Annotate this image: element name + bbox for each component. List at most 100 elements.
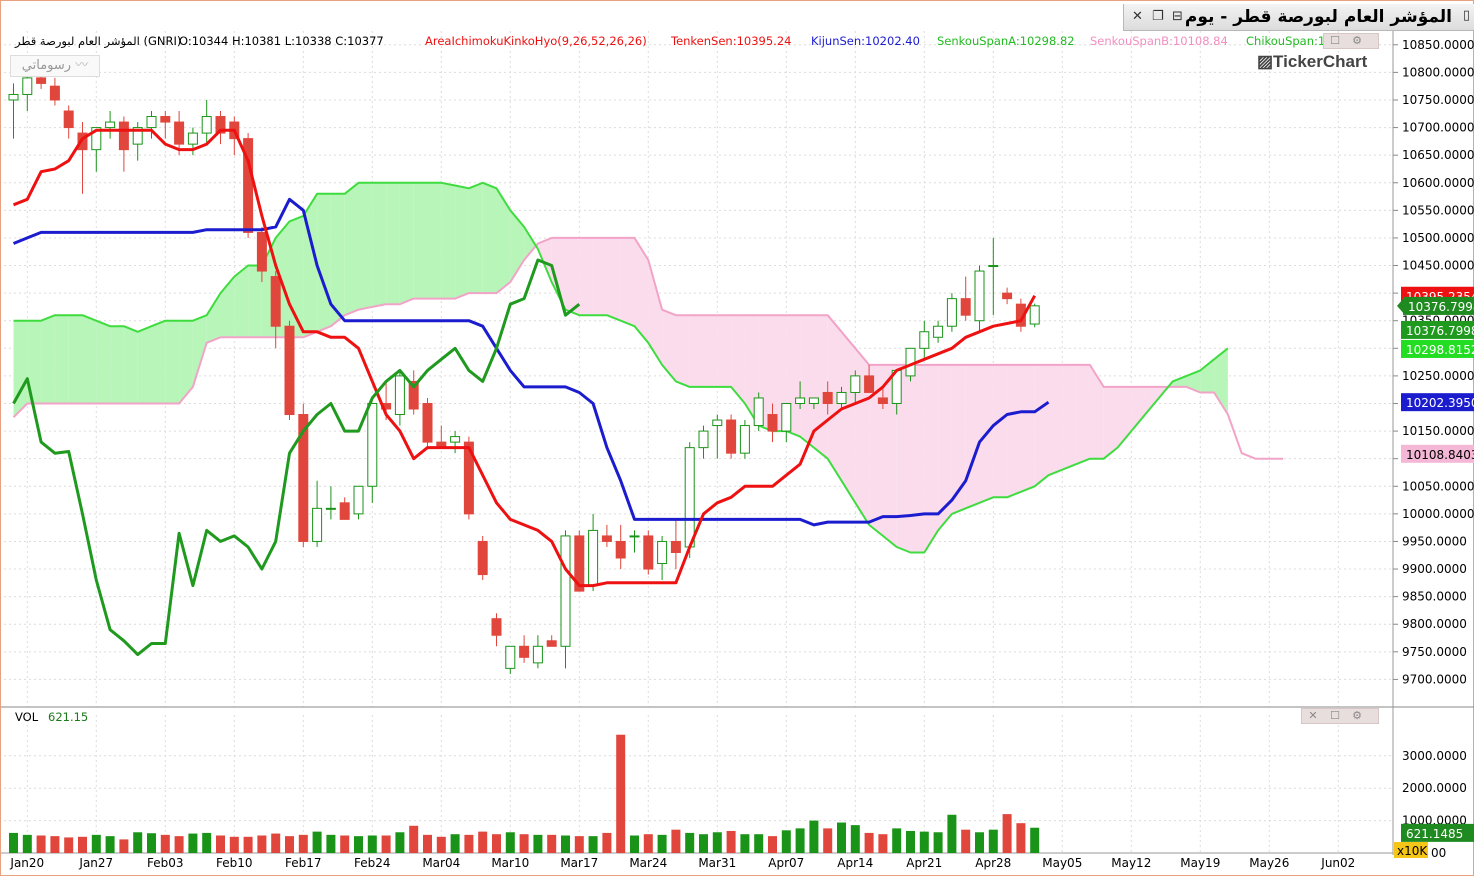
panel-maximize-icon[interactable]: ☐ (1330, 34, 1340, 47)
price-badge (1401, 393, 1474, 412)
candle-body (270, 276, 281, 327)
date-tick-label: Mar10 (491, 856, 529, 870)
candle-body (36, 77, 47, 84)
cloud-segment (441, 182, 456, 299)
candle-body (201, 116, 212, 134)
header-indicator: AreaIchimokuKinkoHyo(9,26,52,26,26) (425, 34, 647, 48)
price-tick-label: 10650.0000 (1402, 148, 1474, 162)
cloud-segment (27, 320, 42, 404)
price-tick-label: 10750.0000 (1402, 93, 1474, 107)
cloud-segment (344, 182, 359, 316)
panel-maximize-icon[interactable]: ☐ (1330, 709, 1340, 722)
cloud-segment (717, 315, 732, 387)
date-tick-label: May26 (1249, 856, 1289, 870)
price-badge-label: 10376.7998 (1408, 300, 1474, 314)
volume-unit-badge (1394, 842, 1428, 858)
window-menu-icon[interactable]: ▯ (1462, 8, 1470, 23)
header-span-a: SenkouSpanA:10298.82 (937, 34, 1075, 48)
volume-bar (450, 834, 460, 853)
candle-body (91, 127, 102, 151)
volume-bar (919, 831, 929, 853)
candle-body (808, 397, 819, 404)
drawings-button[interactable]: 〰 رسوماتي (10, 55, 100, 77)
volume-bar (809, 820, 819, 853)
cloud-segment (165, 320, 180, 404)
price-tick-label: 10000.0000 (1402, 507, 1474, 521)
candle-body (560, 535, 571, 647)
volume-bar (505, 832, 515, 853)
cloud-segment (496, 188, 511, 294)
cloud-segment (813, 315, 828, 459)
cloud-segment (882, 364, 897, 547)
candle-body (146, 116, 157, 129)
candle-body (864, 375, 875, 393)
volume-bar (216, 835, 225, 853)
volume-bar (726, 830, 736, 853)
cloud-segment (855, 348, 870, 525)
volume-bar (988, 829, 998, 853)
price-tick-label: 9850.0000 (1402, 590, 1467, 604)
cloud-segment (993, 364, 1008, 498)
cloud-segment (68, 315, 83, 404)
candle-body (215, 116, 226, 134)
volume-bar (119, 839, 129, 853)
candle-body (477, 540, 488, 576)
volume-bar (519, 834, 529, 853)
price-badge (1403, 296, 1474, 315)
kijun-sen-line (12, 197, 1050, 527)
volume-bar (147, 833, 156, 853)
panel-settings-icon[interactable]: ⚙ (1352, 709, 1362, 722)
cloud-segment (248, 265, 262, 338)
restore-icon[interactable]: ❐ (1152, 9, 1164, 24)
candle-body (946, 298, 957, 327)
volume-tick-label: 2000.0000 (1402, 781, 1467, 795)
cloud-segment (41, 315, 55, 404)
volume-bar (892, 828, 902, 853)
panel-close-icon[interactable]: ✕ (1308, 709, 1318, 722)
candle-body (698, 430, 709, 449)
cloud-segment (1172, 375, 1187, 387)
candle-body (795, 397, 806, 404)
cloud-segment (551, 237, 566, 310)
candle-body (643, 535, 654, 570)
candle-body (670, 540, 681, 553)
window-titlebar[interactable]: ✕ ❐ ⊟ المؤشر العام لبورصة قطر - يوم ▯ (1123, 4, 1474, 31)
volume-badge-label: 621.1485 (1406, 827, 1463, 841)
panel-settings-icon[interactable]: ⚙ (1352, 34, 1362, 47)
price-tick-label: 10850.0000 (1402, 38, 1474, 52)
cloud-segment (289, 215, 304, 338)
cloud-segment (896, 364, 911, 553)
cloud-segment (330, 193, 345, 327)
candle-body (919, 331, 930, 349)
date-tick-label: Jan27 (78, 856, 113, 870)
candle-body (629, 535, 640, 538)
cloud-segment (13, 320, 28, 418)
volume-bar (367, 835, 377, 853)
volume-bar (837, 822, 846, 853)
volume-bar (740, 834, 750, 853)
candle-body (739, 425, 750, 454)
candle-body (118, 121, 129, 151)
cloud-segment (192, 315, 207, 387)
close-icon[interactable]: ✕ (1132, 9, 1143, 24)
candle-body (160, 116, 171, 123)
price-tick-label: 10500.0000 (1402, 231, 1474, 245)
price-tick-label: 9900.0000 (1402, 562, 1467, 576)
price-badge-label: 10376.7998 (1406, 324, 1474, 338)
cloud-segment (206, 293, 221, 343)
price-tick-label: 10600.0000 (1402, 176, 1474, 190)
cloud-segment (1048, 364, 1063, 476)
volume-bar (947, 814, 957, 853)
volume-bar (712, 832, 722, 853)
volume-bar (271, 833, 281, 853)
volume-bar (285, 836, 294, 853)
cloud-segment (924, 364, 939, 553)
volume-bar (133, 832, 143, 853)
date-tick-label: Mar31 (698, 856, 736, 870)
volume-bar (243, 836, 253, 853)
minimize-icon[interactable]: ⊟ (1172, 9, 1183, 24)
price-tick-label: 9700.0000 (1402, 672, 1467, 686)
volume-bar (864, 832, 874, 853)
date-tick-label: Mar24 (629, 856, 667, 870)
